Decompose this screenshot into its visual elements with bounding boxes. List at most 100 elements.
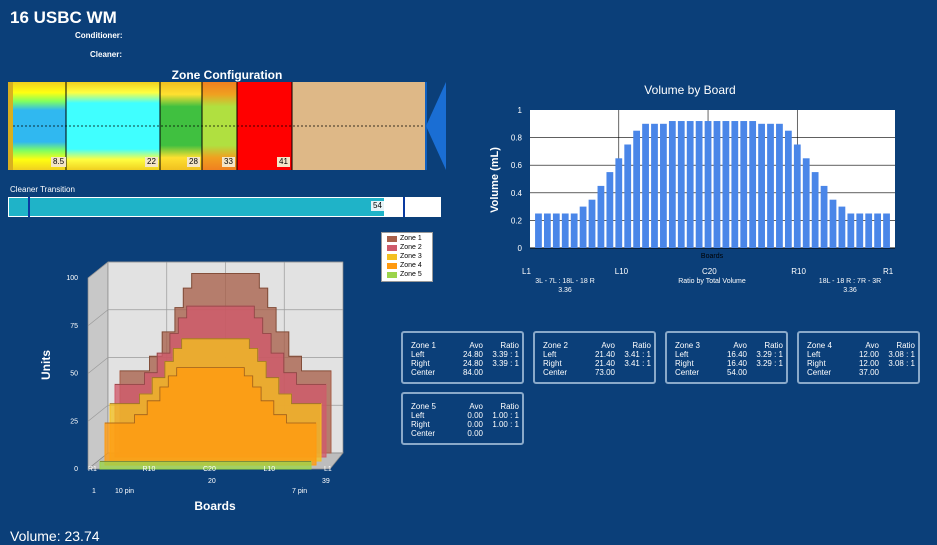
volume-bar — [856, 213, 864, 248]
volume-by-board-chart: Volume by Board 0 0.2 0.4 0.6 0.8 1 L1 L10 C20 R… — [489, 83, 895, 294]
stat-label: Zone 1 — [411, 341, 436, 350]
stat-label: Right — [807, 359, 826, 368]
zone-legend: Zone 1 Zone 2 Zone 3 Zone 4 Zone 5 — [381, 232, 433, 282]
stat-ratio: 3.39 : 1 — [492, 359, 519, 368]
volume-bar — [731, 121, 739, 248]
stat-row: Right 16.40 3.29 : 1 — [667, 359, 786, 368]
stat-ratio: 3.08 : 1 — [888, 359, 915, 368]
stat-avo: 24.80 — [462, 350, 483, 359]
volume-bar — [713, 121, 721, 248]
total-volume-label: Volume: 23.74 — [10, 528, 100, 544]
stat-row: Left 12.00 3.08 : 1 — [799, 350, 918, 359]
pin-label-right: 7 pin — [292, 488, 307, 495]
volume-bar — [642, 123, 649, 248]
stat-avo: 24.80 — [462, 359, 483, 368]
cleaner-transition-track: 54 — [8, 197, 441, 217]
volume-x-tick-label: R10 — [791, 267, 806, 276]
stat-row: Left 16.40 3.29 : 1 — [667, 350, 786, 359]
stat-avo: 16.40 — [726, 359, 747, 368]
volume-bar — [668, 121, 676, 248]
stat-avo: Avo — [865, 341, 879, 350]
volume-bar — [838, 206, 846, 248]
zone-side-gridline — [87, 357, 109, 374]
volume-bar — [776, 123, 783, 248]
stat-row: Center 73.00 — [535, 368, 654, 377]
volume-bar — [749, 121, 757, 248]
volume-bar — [695, 121, 703, 248]
volume-bar — [579, 206, 587, 248]
x-sub-label-middle: 20 — [208, 478, 216, 485]
zone-x-tick-label: L1 — [324, 466, 332, 473]
stat-ratio: 3.29 : 1 — [756, 350, 783, 359]
volume-y-tick-label: 0 — [518, 244, 523, 253]
stat-avo: 12.00 — [858, 359, 879, 368]
legend-label: Zone 1 — [400, 235, 422, 242]
stat-row: Right 21.40 3.41 : 1 — [535, 359, 654, 368]
zone-stat-box: Zone 1 Avo Ratio Left 24.80 3.39 : 1 Right 24.8… — [401, 331, 524, 384]
legend-item: Zone 1 — [387, 234, 432, 243]
stat-avo: Avo — [469, 402, 483, 411]
zone-y-tick-label: 0 — [74, 466, 78, 473]
volume-bar — [624, 144, 632, 248]
cleaner-end-marker — [403, 197, 405, 217]
volume-bar — [660, 123, 667, 248]
page-title: 16 USBC WM — [10, 8, 117, 27]
volume-x-axis-label: Boards — [701, 253, 724, 260]
stat-ratio: Ratio — [764, 341, 783, 350]
ratio-left-text: 3L - 7L : 18L - 18 R — [535, 278, 595, 285]
legend-item: Zone 5 — [387, 270, 432, 279]
stat-ratio: Ratio — [500, 341, 519, 350]
legend-label: Zone 5 — [400, 271, 422, 278]
zone-marker-1: 8.5 — [51, 157, 67, 167]
zone-x-tick-label: L10 — [264, 466, 276, 473]
volume-bar — [820, 185, 828, 248]
ratio-right-value: 3.36 — [843, 287, 857, 294]
stat-avo: 0.00 — [467, 420, 483, 429]
stat-label: Zone 4 — [807, 341, 832, 350]
stat-row: Zone 1 Avo Ratio — [403, 341, 522, 350]
zone-marker-5: 41 — [277, 157, 290, 167]
zone-stat-box: Zone 3 Avo Ratio Left 16.40 3.29 : 1 Right 16.4… — [665, 331, 788, 384]
stat-row: Left 21.40 3.41 : 1 — [535, 350, 654, 359]
x-sub-label-start: 1 — [92, 488, 96, 495]
volume-bar — [793, 144, 801, 248]
zone-configuration-strip — [8, 82, 446, 170]
stat-label: Zone 2 — [543, 341, 568, 350]
stat-label: Center — [543, 368, 568, 377]
legend-label: Zone 4 — [400, 262, 422, 269]
stat-label: Zone 5 — [411, 402, 436, 411]
stat-ratio: 3.08 : 1 — [888, 350, 915, 359]
volume-bar — [847, 213, 855, 248]
volume-y-axis-label: Volume (mL) — [489, 147, 501, 213]
zone-x-tick-label: R1 — [88, 466, 97, 473]
stat-label: Center — [675, 368, 700, 377]
stat-avo: 12.00 — [858, 350, 879, 359]
ratio-center-text: Ratio by Total Volume — [678, 278, 746, 285]
stat-avo: Avo — [733, 341, 747, 350]
stat-label: Right — [675, 359, 694, 368]
stat-ratio: Ratio — [632, 341, 651, 350]
volume-x-tick-label: C20 — [702, 267, 717, 276]
stat-label: Left — [411, 411, 425, 420]
zone-stat-box: Zone 4 Avo Ratio Left 12.00 3.08 : 1 Right 12.0… — [797, 331, 920, 384]
stat-ratio: 1.00 : 1 — [492, 411, 519, 420]
stat-label: Left — [675, 350, 689, 359]
x-sub-label-end: 39 — [322, 478, 330, 485]
legend-item: Zone 4 — [387, 261, 432, 270]
zone-area-edge — [115, 305, 326, 385]
legend-item: Zone 2 — [387, 243, 432, 252]
ratio-right-text: 18L - 18 R : 7R - 3R — [819, 278, 881, 285]
volume-bar — [784, 130, 792, 248]
cleaner-start-marker — [28, 197, 30, 217]
volume-bar — [597, 185, 605, 248]
zone-area-edge — [105, 367, 316, 424]
volume-bar — [588, 199, 596, 248]
stat-ratio: Ratio — [500, 402, 519, 411]
stat-ratio: 3.41 : 1 — [624, 359, 651, 368]
volume-x-tick-label: R1 — [883, 267, 894, 276]
stat-ratio: 1.00 : 1 — [492, 420, 519, 429]
conditioner-label: Conditioner: — [75, 31, 123, 40]
volume-bar — [883, 213, 890, 248]
stat-avo: 16.40 — [726, 350, 747, 359]
